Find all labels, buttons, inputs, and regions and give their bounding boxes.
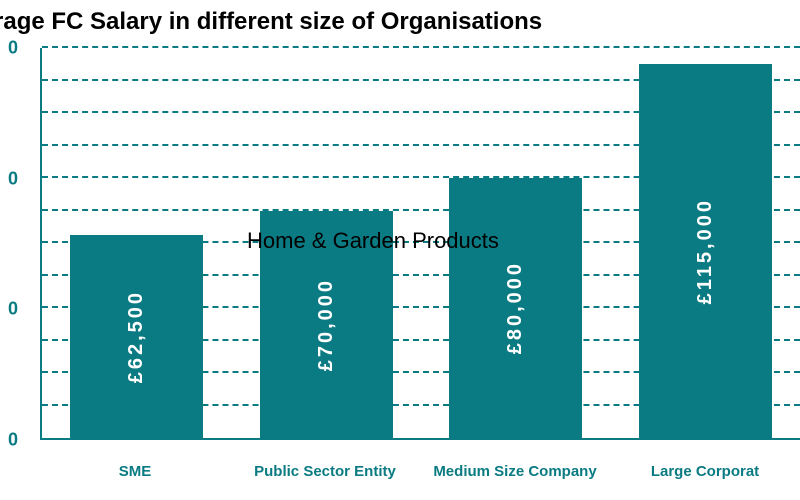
x-tick-label: Large Corporat <box>610 463 800 480</box>
bar: £115,000 <box>639 64 772 438</box>
bar-value-label: £115,000 <box>694 198 717 304</box>
bar-slot: £62,500 <box>42 48 232 438</box>
x-tick-label: Medium Size Company <box>420 463 610 480</box>
y-tick-label: 0 <box>8 168 18 189</box>
bar-value-label: £80,000 <box>504 261 527 354</box>
bar: £62,500 <box>70 235 203 438</box>
bar-slot: £115,000 <box>611 48 800 438</box>
y-tick-label: 0 <box>8 430 18 451</box>
chart-title: rage FC Salary in different size of Orga… <box>0 8 542 36</box>
y-tick-label: 0 <box>8 299 18 320</box>
bar-value-label: £62,500 <box>125 290 148 383</box>
x-axis-ticks: SMEPublic Sector EntityMedium Size Compa… <box>40 463 800 480</box>
overlay-text: Home & Garden Products <box>247 228 499 254</box>
y-tick-label: 0 <box>8 38 18 59</box>
bar-value-label: £70,000 <box>315 278 338 371</box>
x-tick-label: Public Sector Entity <box>230 463 420 480</box>
bar: £80,000 <box>449 178 582 438</box>
x-tick-label: SME <box>40 463 230 480</box>
